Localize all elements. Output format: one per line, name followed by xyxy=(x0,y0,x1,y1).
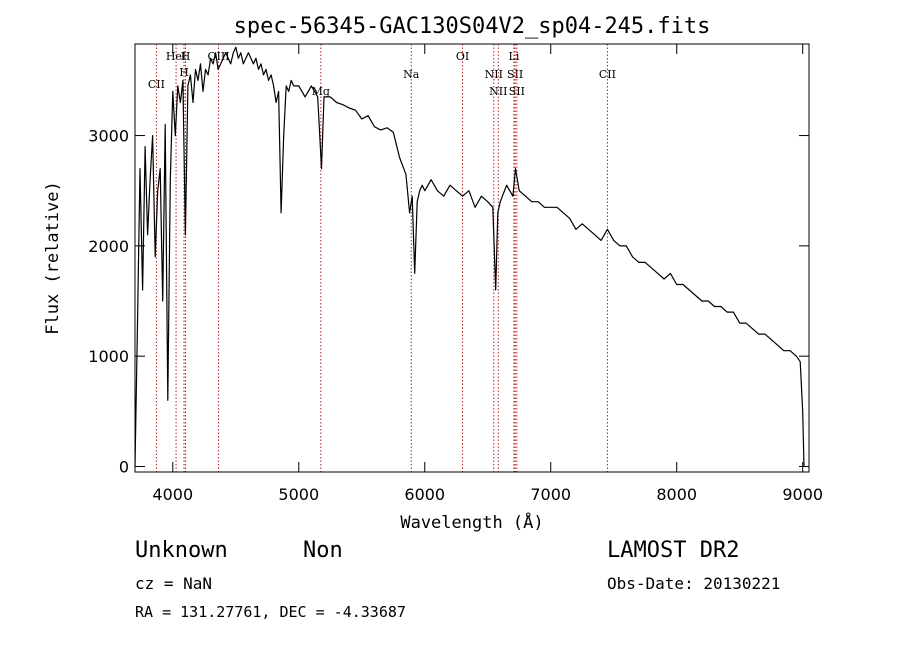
survey-label: LAMOST DR2 xyxy=(607,538,740,563)
x-tick-label-1: 5000 xyxy=(278,485,319,504)
y-axis-label: Flux (relative) xyxy=(43,181,63,335)
redshift-value: cz = NaN xyxy=(135,574,213,593)
line-marker-label-0: CII xyxy=(148,78,165,91)
x-tick-label-4: 8000 xyxy=(656,485,697,504)
line-marker-label-8: NII xyxy=(485,68,503,81)
line-marker-label-4: OIII xyxy=(207,50,229,63)
line-marker-label-3: H xyxy=(181,50,191,63)
line-marker-label-1: HeI xyxy=(166,50,186,63)
y-tick-label-2: 2000 xyxy=(88,237,129,256)
spectrum-line xyxy=(134,46,805,467)
coordinates: RA = 131.27761, DEC = -4.33687 xyxy=(135,603,406,621)
object-class: Unknown xyxy=(135,538,228,563)
chart-title: spec-56345-GAC130S04V2_sp04-245.fits xyxy=(234,14,711,39)
line-marker-label-13: CII xyxy=(599,68,616,81)
line-marker-label-9: NII xyxy=(489,85,507,98)
y-tick-label-0: 0 xyxy=(119,457,129,476)
x-tick-label-5: 9000 xyxy=(782,485,823,504)
data-layer xyxy=(134,46,805,467)
axis-ticks: 4000 5000 6000 7000 8000 9000 0 1000 2000 3000 xyxy=(88,44,823,504)
line-marker-label-11: SII xyxy=(507,68,523,81)
object-subclass: Non xyxy=(303,538,343,563)
line-marker-label-12: SII xyxy=(509,85,525,98)
y-tick-label-1: 1000 xyxy=(88,347,129,366)
plot-frame xyxy=(134,43,810,473)
x-tick-label-3: 7000 xyxy=(530,485,571,504)
line-marker-label-6: Na xyxy=(403,68,420,81)
x-tick-label-0: 4000 xyxy=(152,485,193,504)
observation-date: Obs-Date: 20130221 xyxy=(607,574,781,593)
line-marker-label-7: OI xyxy=(456,50,469,63)
line-marker-label-10: Li xyxy=(509,50,520,63)
x-axis-label: Wavelength (Å) xyxy=(400,511,543,533)
line-marker-label-2: H xyxy=(179,66,189,79)
y-tick-label-3: 3000 xyxy=(88,127,129,146)
x-tick-label-2: 6000 xyxy=(404,485,445,504)
